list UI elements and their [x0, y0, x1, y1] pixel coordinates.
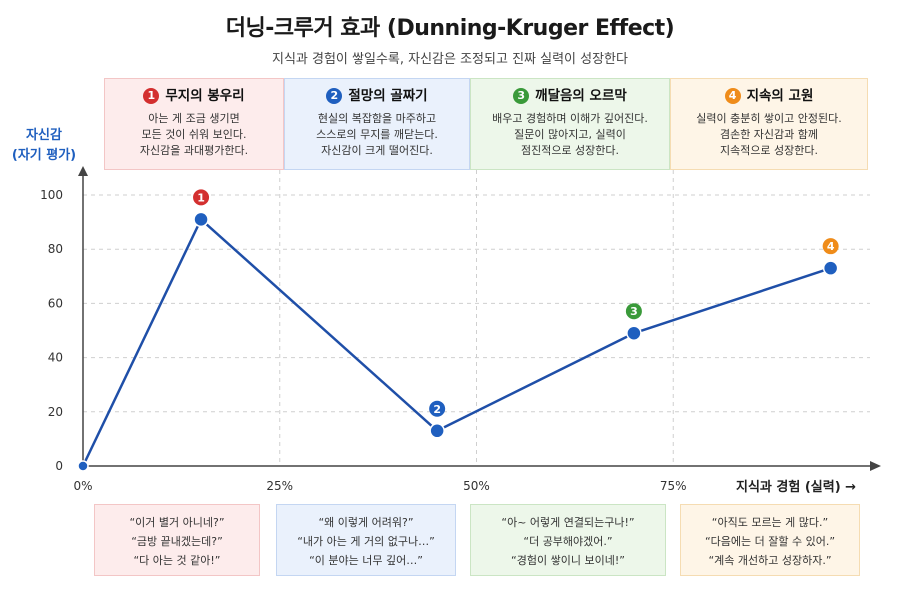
- point-marker-badge: [193, 189, 210, 206]
- data-point: [626, 325, 642, 341]
- point-marker-label: 3: [630, 305, 638, 318]
- stage-title: 무지의 봉우리: [165, 88, 245, 104]
- stage-description: 현실의 복잡함을 마주하고 스스로의 무지를 깨닫는다. 자신감이 크게 떨어진…: [316, 112, 438, 157]
- stage-title: 절망의 골짜기: [348, 88, 428, 104]
- page-title: 더닝-크루거 효과 (Dunning-Kruger Effect): [225, 16, 675, 41]
- y-axis-label: 자신감 (자기 평가): [11, 128, 77, 163]
- stage-box-1: 1 무지의 봉우리 아는 게 조금 생기면 모든 것이 쉬워 보인다. 자신감을 …: [104, 78, 284, 170]
- stage-number-badge: 2: [326, 88, 343, 104]
- point-marker-badge: [429, 400, 446, 417]
- data-point: [429, 423, 445, 439]
- stage-number-badge: 4: [724, 88, 741, 104]
- y-tick-label: 20: [48, 405, 63, 419]
- stage-description: 배우고 경험하며 이해가 깊어진다. 질문이 많아지고, 실력이 점진적으로 성…: [492, 112, 648, 157]
- x-tick-label: 25%: [266, 479, 293, 493]
- x-tick-label: 50%: [463, 479, 490, 493]
- stage-box-3: 3 깨달음의 오르막 배우고 경험하며 이해가 깊어진다. 질문이 많아지고, 실…: [470, 78, 670, 170]
- point-marker-badge: [822, 238, 839, 255]
- y-tick-label: 40: [48, 351, 63, 365]
- stage-box-2: 2 절망의 골짜기 현실의 복잡함을 마주하고 스스로의 무지를 깨닫는다. 자신…: [284, 78, 470, 170]
- point-marker-badge: [625, 303, 642, 320]
- y-tick-label: 100: [40, 188, 63, 202]
- data-point: [822, 260, 839, 276]
- y-tick-label: 0: [55, 459, 63, 473]
- stage-description: 아는 게 조금 생기면 모든 것이 쉬워 보인다. 자신감을 과대평가한다.: [139, 112, 249, 157]
- x-axis-arrow: [870, 461, 881, 471]
- x-tick-label: 75%: [660, 479, 687, 493]
- stage-number-badge: 3: [513, 88, 530, 104]
- quote-box-4: “아직도 모르는 게 많다.” “다음에는 더 잘할 수 있어.” “계속 개선…: [680, 504, 860, 576]
- point-marker-label: 4: [827, 240, 835, 253]
- point-marker-label: 1: [197, 191, 205, 204]
- x-axis-label: 지식과 경험 (실력) →: [736, 480, 857, 495]
- y-axis-arrow: [78, 166, 88, 176]
- stage-title: 깨달음의 오르막: [535, 88, 627, 104]
- stage-box-4: 4 지속의 고원 실력이 충분히 쌓이고 안정된다. 겸손한 자신감과 함께 지속…: [670, 78, 868, 170]
- page-subtitle: 지식과 경험이 쌓일수록, 자신감은 조정되고 진짜 실력이 성장한다: [272, 52, 628, 67]
- quote-box-1: “이거 별거 아니네?” “금방 끝내겠는데?” “다 아는 것 같아!”: [94, 504, 260, 576]
- series-line: [81, 218, 832, 467]
- quote-box-2: “왜 이렇게 어려워?” “내가 아는 게 거의 없구나…” “이 분야는 너무…: [276, 504, 456, 576]
- y-tick-label: 80: [48, 242, 63, 256]
- data-point: [193, 211, 209, 228]
- stage-title: 지속의 고원: [746, 88, 814, 104]
- stage-description: 실력이 충분히 쌓이고 안정된다. 겸손한 자신감과 함께 지속적으로 성장한다…: [696, 112, 842, 157]
- point-marker-label: 2: [433, 403, 441, 416]
- y-tick-label: 60: [48, 296, 63, 310]
- quote-box-3: “아~ 어렇게 연결되는구나!” “더 공부해야겠어.” “경험이 쌓이니 보이…: [470, 504, 666, 576]
- stage-number-badge: 1: [143, 88, 160, 104]
- data-point: [77, 460, 89, 472]
- x-tick-label: 0%: [73, 479, 92, 493]
